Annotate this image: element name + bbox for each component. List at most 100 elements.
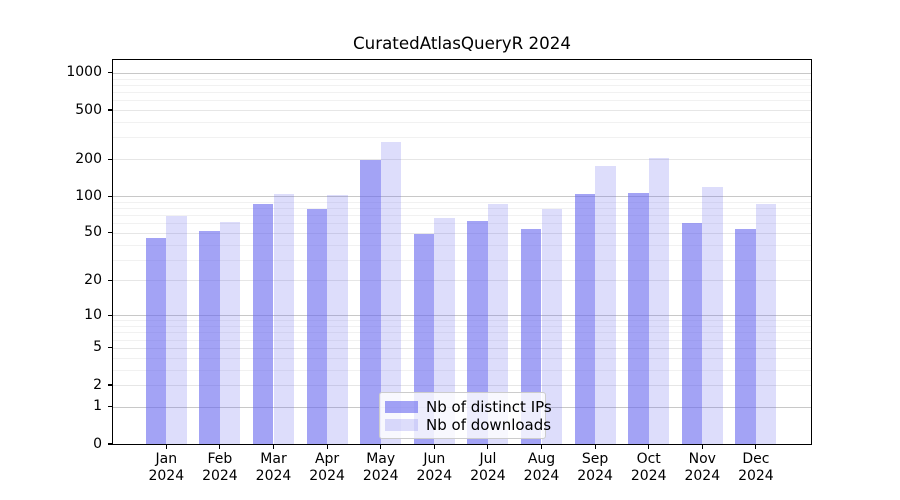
bar-nb-of-distinct-ips-dec [735, 228, 756, 444]
y-tick-label: 10 [84, 306, 102, 323]
plot-area [112, 59, 812, 445]
minor-gridline [113, 137, 811, 139]
x-tick-label: Apr 2024 [309, 451, 345, 484]
y-tick-label: 100 [75, 187, 102, 204]
x-tick-label: Feb 2024 [202, 451, 238, 484]
x-tick-mark [380, 445, 382, 449]
x-tick-label: May 2024 [362, 451, 399, 484]
x-tick-label: Sep 2024 [577, 451, 613, 484]
y-tick-mark [108, 72, 112, 74]
y-tick-mark [108, 347, 112, 349]
y-tick-mark [108, 158, 112, 160]
bar-nb-of-downloads-jan [166, 215, 187, 444]
x-tick-mark [594, 445, 596, 449]
bar-nb-of-distinct-ips-mar [252, 204, 274, 444]
minor-gridline [113, 100, 811, 102]
x-tick-label: Jun 2024 [416, 451, 453, 484]
x-tick-mark [272, 445, 275, 449]
minor-gridline [113, 223, 811, 225]
y-tick-label: 20 [84, 271, 102, 288]
bar-nb-of-distinct-ips-jul [467, 220, 488, 444]
x-tick-mark [433, 445, 435, 449]
x-tick-mark [487, 445, 489, 449]
y-tick-mark [108, 443, 112, 445]
legend-swatch-downloads [385, 418, 418, 431]
gridline [113, 159, 811, 161]
x-tick-label: Nov 2024 [684, 451, 721, 484]
bar-nb-of-downloads-jun [434, 218, 455, 444]
gridline [113, 280, 811, 282]
legend-label-downloads: Nb of downloads [426, 415, 552, 434]
bar-nb-of-downloads-dec [755, 204, 777, 444]
y-tick-mark [108, 195, 112, 197]
gridline [113, 72, 811, 74]
minor-gridline [113, 122, 811, 123]
y-tick-label: 5 [93, 339, 102, 356]
bar-nb-of-distinct-ips-feb [199, 230, 220, 444]
x-tick-mark [219, 445, 221, 449]
chart-title: CuratedAtlasQueryR 2024 [352, 33, 572, 53]
minor-gridline [113, 92, 811, 93]
minor-gridline [113, 201, 811, 203]
minor-gridline [113, 215, 811, 216]
minor-gridline [113, 357, 811, 359]
bar-nb-of-downloads-oct [648, 157, 670, 444]
gridline [113, 385, 811, 386]
minor-gridline [113, 339, 811, 341]
x-tick-mark [701, 445, 703, 449]
x-tick-mark [165, 445, 167, 449]
y-tick-mark [108, 406, 112, 408]
y-tick-label: 1000 [66, 64, 102, 81]
y-tick-mark [108, 384, 112, 386]
bar-nb-of-distinct-ips-may [360, 160, 381, 444]
x-tick-mark [540, 445, 543, 449]
legend-item-distinct-ips: Nb of distinct IPs [385, 398, 552, 416]
minor-gridline [113, 244, 811, 246]
x-tick-label: Jul 2024 [470, 451, 506, 484]
minor-gridline [113, 259, 811, 261]
y-tick-mark [108, 109, 112, 111]
x-tick-label: Aug 2024 [523, 451, 560, 484]
y-tick-label: 2 [93, 376, 102, 393]
x-tick-label: Dec 2024 [738, 451, 774, 484]
bar-nb-of-downloads-nov [702, 187, 723, 444]
gridline [113, 347, 811, 349]
minor-gridline [113, 320, 811, 322]
x-tick-mark [648, 445, 650, 449]
bar-nb-of-downloads-apr [327, 195, 348, 444]
bar-nb-of-distinct-ips-jun [413, 233, 435, 444]
y-tick-mark [108, 314, 112, 316]
bar-nb-of-distinct-ips-oct [628, 192, 649, 444]
minor-gridline [113, 84, 811, 86]
gridline [113, 196, 811, 198]
x-tick-label: Oct 2024 [630, 451, 667, 484]
minor-gridline [113, 207, 811, 209]
bar-nb-of-distinct-ips-aug [520, 228, 542, 444]
bar-nb-of-distinct-ips-apr [306, 209, 328, 444]
y-tick-label: 500 [75, 101, 102, 118]
minor-gridline [113, 332, 811, 334]
gridline [113, 110, 811, 111]
y-tick-label: 0 [93, 435, 102, 452]
bar-nb-of-downloads-aug [541, 208, 563, 444]
legend-item-downloads: Nb of downloads [385, 416, 551, 434]
bar-nb-of-downloads-feb [219, 222, 241, 444]
y-tick-mark [108, 279, 112, 281]
legend-label-distinct-ips: Nb of distinct IPs [426, 397, 552, 416]
gridline [113, 315, 811, 317]
minor-gridline [113, 369, 811, 371]
x-tick-label: Jan 2024 [148, 451, 185, 484]
bar-nb-of-distinct-ips-nov [681, 223, 703, 444]
gridline [113, 232, 811, 234]
x-tick-mark [755, 445, 757, 449]
bar-nb-of-downloads-jul [487, 204, 509, 444]
bar-nb-of-distinct-ips-jan [145, 238, 167, 444]
y-tick-label: 50 [84, 224, 102, 241]
x-tick-mark [326, 445, 328, 449]
y-tick-label: 1 [93, 398, 102, 415]
minor-gridline [113, 326, 811, 327]
x-tick-label: Mar 2024 [255, 451, 292, 484]
minor-gridline [113, 78, 811, 80]
y-tick-label: 200 [75, 150, 102, 167]
